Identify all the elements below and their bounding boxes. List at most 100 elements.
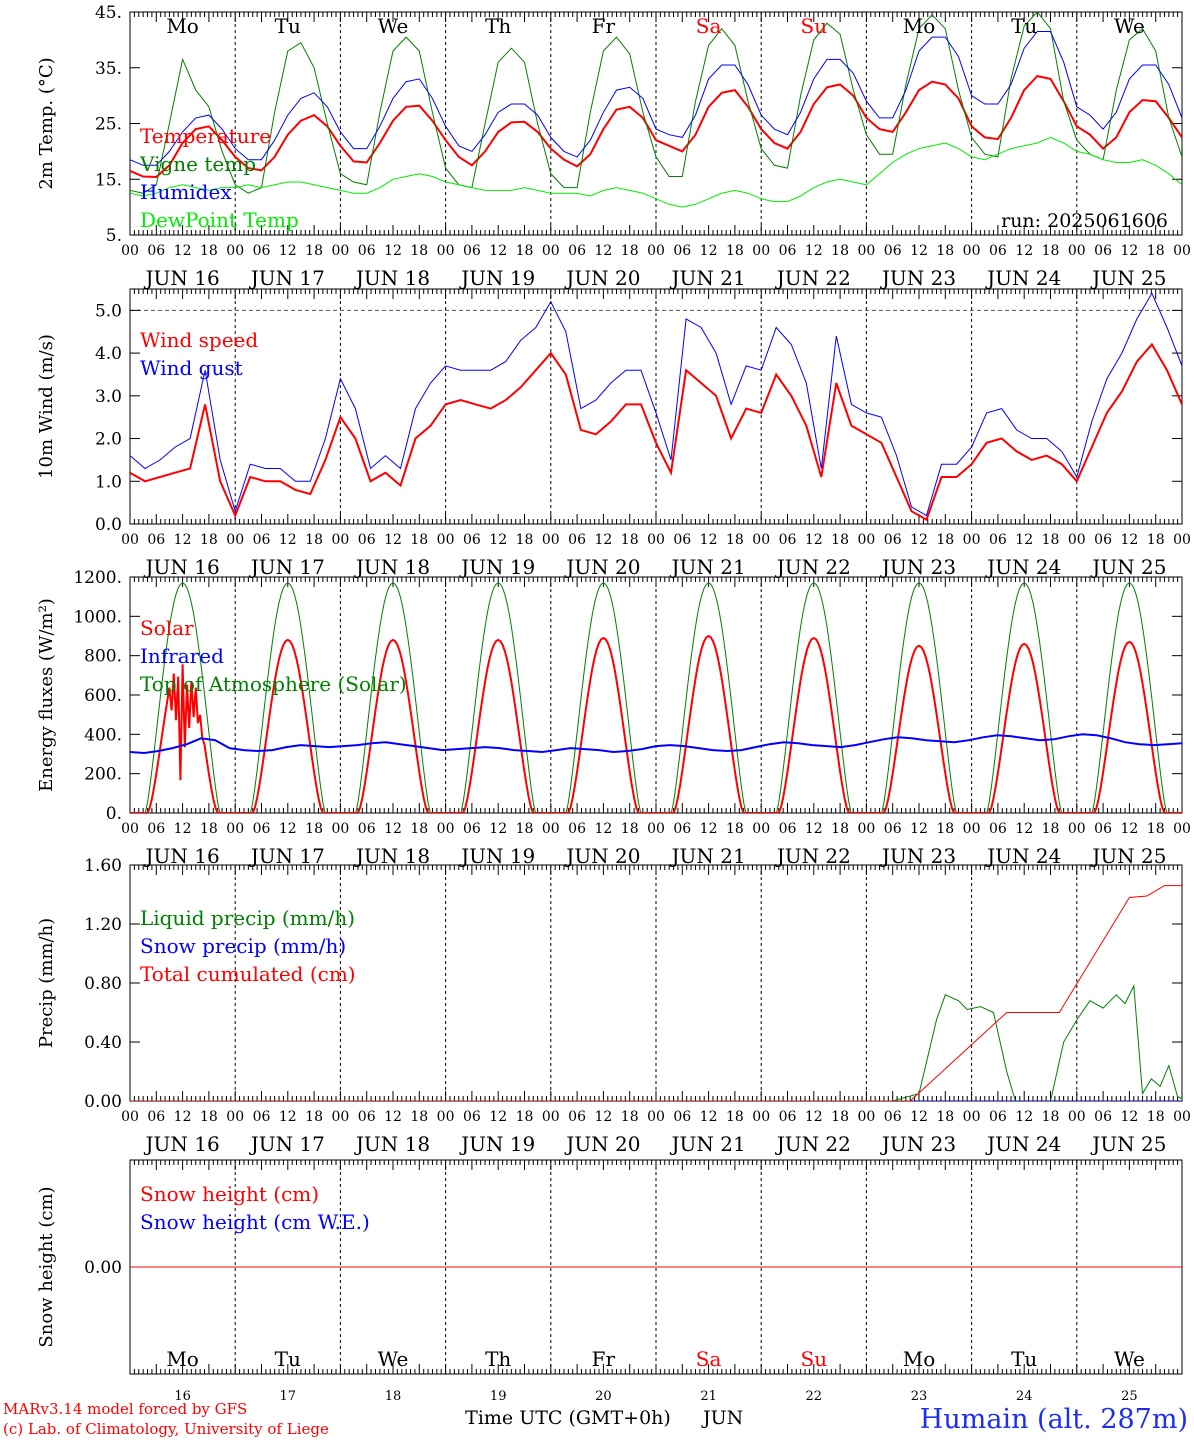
- date-label: JUN 18: [354, 266, 430, 290]
- hour-label: 12: [279, 821, 297, 837]
- y-tick-label: 0.80: [84, 974, 122, 994]
- legend-item: Wind gust: [140, 356, 243, 380]
- hour-label: 18: [726, 243, 744, 259]
- weekday-label: Su: [801, 1347, 828, 1371]
- run-label: run: 2025061606: [1001, 210, 1168, 232]
- hour-label: 00: [857, 1109, 875, 1125]
- date-label: JUN 24: [985, 266, 1061, 290]
- hour-label: 12: [805, 821, 823, 837]
- hour-label: 12: [910, 821, 928, 837]
- hour-label: 18: [410, 1109, 428, 1125]
- y-tick-label: 4.0: [95, 344, 122, 364]
- legend-item: Solar: [140, 616, 194, 640]
- y-axis-label: 10m Wind (m/s): [36, 334, 57, 479]
- hour-label: 12: [384, 821, 402, 837]
- legend-item: Snow height (cm): [140, 1182, 319, 1206]
- date-label: JUN 18: [354, 844, 430, 868]
- hour-label: 00: [331, 532, 349, 548]
- y-tick-label: 400.: [84, 725, 122, 745]
- hour-label: 06: [253, 821, 271, 837]
- weekday-label: We: [378, 14, 409, 38]
- hour-label: 00: [331, 243, 349, 259]
- hour-label: 00: [963, 532, 981, 548]
- hour-label: 18: [936, 821, 954, 837]
- legend-item: Humidex: [140, 180, 232, 204]
- hour-label: 12: [700, 1109, 718, 1125]
- hour-label: 06: [358, 532, 376, 548]
- hour-label: 18: [200, 243, 218, 259]
- legend-item: Temperature: [140, 124, 271, 148]
- hour-label: 00: [752, 821, 770, 837]
- hour-label: 00: [226, 1109, 244, 1125]
- hour-label: 12: [594, 821, 612, 837]
- hour-label: 00: [647, 532, 665, 548]
- date-label: JUN 17: [249, 266, 325, 290]
- date-label: JUN 22: [775, 555, 851, 579]
- hour-label: 00: [542, 1109, 560, 1125]
- y-tick-label: 5.0: [95, 301, 122, 321]
- hour-label: 18: [305, 1109, 323, 1125]
- hour-label: 06: [989, 243, 1007, 259]
- hour-label: 00: [437, 243, 455, 259]
- hour-label: 12: [700, 243, 718, 259]
- hour-label: 06: [358, 243, 376, 259]
- y-tick-label: 45.: [95, 3, 122, 23]
- date-label: JUN 16: [144, 266, 220, 290]
- y-tick-label: 2.0: [95, 430, 122, 450]
- hour-label: 06: [884, 532, 902, 548]
- hour-label: 12: [594, 1109, 612, 1125]
- hour-label: 18: [305, 243, 323, 259]
- legend-item: DewPoint Temp: [140, 208, 299, 232]
- y-tick-label: 0.00: [84, 1092, 122, 1112]
- series-top-of-atmosphere: [130, 582, 1182, 813]
- day-number: 20: [595, 1389, 612, 1404]
- hour-label: 12: [489, 532, 507, 548]
- hour-label: 06: [673, 1109, 691, 1125]
- y-tick-label: 0.00: [84, 1258, 122, 1278]
- date-label: JUN 24: [985, 1132, 1061, 1156]
- hour-label: 00: [963, 243, 981, 259]
- hour-label: 00: [1173, 1109, 1191, 1125]
- hour-label: 18: [1147, 532, 1165, 548]
- hour-label: 06: [989, 821, 1007, 837]
- hour-label: 06: [673, 243, 691, 259]
- hour-label: 12: [489, 821, 507, 837]
- hour-label: 18: [1147, 243, 1165, 259]
- hour-label: 12: [1120, 532, 1138, 548]
- date-label: JUN 16: [144, 1132, 220, 1156]
- y-tick-label: 15.: [95, 170, 122, 190]
- date-label: JUN 16: [144, 555, 220, 579]
- y-tick-label: 1.0: [95, 472, 122, 492]
- legend-item: Total cumulated (cm): [140, 962, 356, 986]
- hour-label: 00: [1068, 821, 1086, 837]
- hour-label: 12: [805, 1109, 823, 1125]
- y-axis-label: 2m Temp. (°C): [36, 57, 57, 189]
- hour-label: 06: [463, 1109, 481, 1125]
- hour-label: 06: [358, 1109, 376, 1125]
- hour-label: 18: [200, 532, 218, 548]
- series-vigne-temp: [130, 12, 1182, 194]
- y-tick-label: 5.: [106, 226, 122, 246]
- hour-label: 06: [673, 532, 691, 548]
- hour-label: 12: [174, 243, 192, 259]
- date-label: JUN 23: [880, 266, 956, 290]
- hour-label: 00: [752, 1109, 770, 1125]
- y-tick-label: 0.0: [95, 515, 122, 535]
- legend-item: Snow precip (mm/h): [140, 934, 346, 958]
- y-tick-label: 3.0: [95, 387, 122, 407]
- footer-credit-model: MARv3.14 model forced by GFS: [3, 1400, 247, 1418]
- hour-label: 06: [884, 243, 902, 259]
- day-number: 19: [490, 1389, 507, 1404]
- weekday-label: Th: [485, 1347, 511, 1371]
- hour-label: 06: [568, 243, 586, 259]
- hour-label: 12: [174, 532, 192, 548]
- hour-label: 18: [726, 821, 744, 837]
- date-label: JUN 25: [1090, 1132, 1166, 1156]
- date-label: JUN 17: [249, 1132, 325, 1156]
- date-label: JUN 21: [670, 1132, 746, 1156]
- y-tick-label: 0.40: [84, 1033, 122, 1053]
- hour-label: 18: [1042, 821, 1060, 837]
- y-tick-label: 600.: [84, 686, 122, 706]
- hour-label: 00: [121, 821, 139, 837]
- date-label: JUN 22: [775, 844, 851, 868]
